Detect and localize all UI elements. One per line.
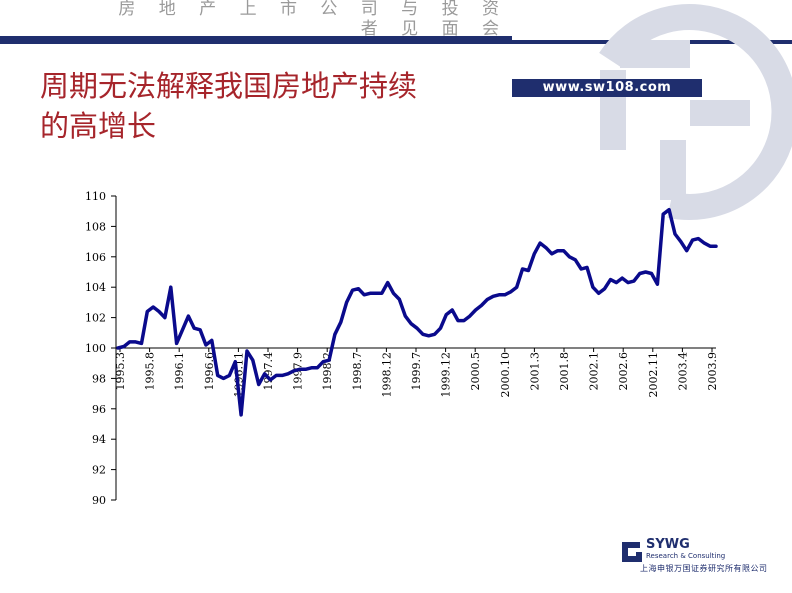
y-tick-label: 108 <box>85 220 106 233</box>
page-title-line-1: 周期无法解释我国房地产持续 <box>40 69 418 103</box>
x-tick-label: 2001.3 <box>528 352 541 391</box>
x-tick-label: 1998.7 <box>351 352 364 391</box>
x-tick-label: 2002.1 <box>588 352 601 391</box>
y-tick-label: 94 <box>92 433 106 446</box>
series-line-0 <box>116 207 718 417</box>
x-tick-label: 2002.6 <box>617 352 630 391</box>
x-tick-label: 1996.1 <box>173 352 186 391</box>
x-tick-label: 1999.12 <box>440 352 453 398</box>
x-tick-label: 2001.8 <box>558 352 571 391</box>
x-tick-label: 2003.9 <box>706 352 719 391</box>
website-banner: www.sw108.com <box>512 79 702 97</box>
header-bar <box>0 36 512 44</box>
y-tick-label: 92 <box>92 464 106 477</box>
x-tick-label: 1999.7 <box>410 352 423 391</box>
x-tick-label: 1996.6 <box>203 352 216 391</box>
logo-company-name: 上海申银万国证券研究所有限公司 <box>640 564 768 573</box>
y-tick-label: 90 <box>92 494 106 507</box>
x-tick-label: 2000.10 <box>499 352 512 398</box>
x-tick-label: 1998.12 <box>380 352 393 398</box>
x-tick-label: 2003.4 <box>676 352 689 391</box>
y-tick-label: 110 <box>85 190 106 203</box>
page-title: 周期无法解释我国房地产持续 的高增长 <box>40 66 480 146</box>
y-tick-label: 106 <box>85 251 106 264</box>
x-tick-label: 1997.4 <box>262 352 275 391</box>
logo-brand: SYWG <box>646 537 690 552</box>
x-tick-label: 1998.2 <box>321 352 334 391</box>
y-tick-label: 104 <box>85 281 106 294</box>
conference-title: 房 地 产 上 市 公 司 与 投 资 者 见 面 会 <box>118 0 508 39</box>
page-title-line-2: 的高增长 <box>40 109 157 143</box>
x-tick-label: 1995.3 <box>114 352 127 391</box>
y-tick-label: 96 <box>92 403 106 416</box>
x-tick-label: 1995.8 <box>144 352 157 391</box>
sywg-logo <box>622 542 642 562</box>
x-tick-label: 2002.11 <box>647 352 660 398</box>
y-tick-label: 100 <box>85 342 106 355</box>
y-tick-label: 102 <box>85 312 106 325</box>
x-tick-label: 2000.5 <box>469 352 482 391</box>
logo-subtitle: Research & Consulting <box>646 552 726 560</box>
y-tick-label: 98 <box>92 372 106 385</box>
sywg-logo-mark <box>622 542 642 562</box>
